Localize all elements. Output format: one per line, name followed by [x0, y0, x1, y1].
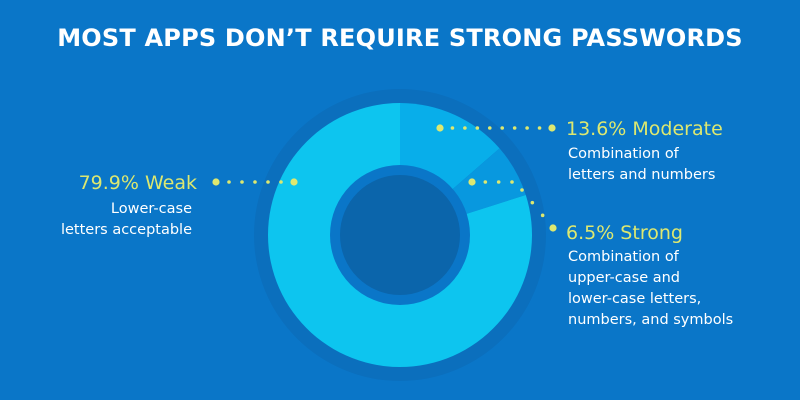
- label-strong-desc-1: upper-case and: [568, 270, 680, 286]
- label-strong-desc-3: numbers, and symbols: [568, 312, 733, 328]
- callouts: 79.9% Weak Lower-case letters acceptable 13…: [61, 118, 733, 328]
- label-moderate-desc-1: letters and numbers: [568, 167, 715, 183]
- label-moderate-value: 13.6% Moderate: [566, 118, 723, 140]
- label-weak-value: 79.9% Weak: [79, 172, 197, 194]
- label-strong-desc-0: Combination of: [568, 249, 680, 265]
- label-strong-desc-2: lower-case letters,: [568, 291, 701, 307]
- leader-weak: [212, 178, 298, 186]
- label-moderate-desc-0: Combination of: [568, 146, 680, 162]
- page-title: MOST APPS DON’T REQUIRE STRONG PASSWORDS: [57, 24, 743, 52]
- donut-hole-inner: [340, 175, 460, 295]
- label-weak-desc-0: Lower-case: [111, 201, 192, 217]
- leader-moderate: [436, 124, 556, 132]
- leader-strong: [468, 178, 557, 232]
- label-weak-desc-1: letters acceptable: [61, 222, 192, 238]
- label-strong-value: 6.5% Strong: [566, 222, 683, 244]
